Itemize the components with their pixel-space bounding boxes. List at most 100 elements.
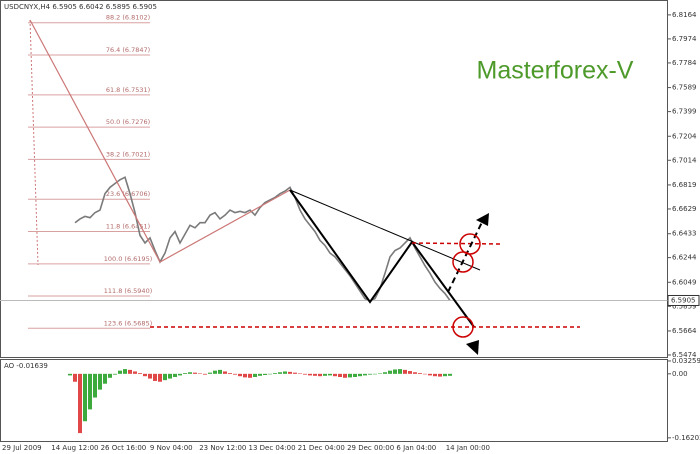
ao-bar bbox=[248, 373, 252, 378]
y-tick-label: 6.7014 bbox=[672, 156, 697, 164]
ao-bar bbox=[153, 373, 157, 381]
ao-bar bbox=[98, 373, 102, 390]
ao-bar bbox=[123, 369, 127, 374]
ao-bar bbox=[268, 373, 272, 375]
ao-bar bbox=[328, 373, 332, 376]
x-tick-label: 6 Jan 04:00 bbox=[396, 444, 436, 452]
ao-panel bbox=[0, 359, 668, 442]
ao-bar bbox=[298, 373, 302, 374]
ao-bar bbox=[443, 373, 447, 377]
ao-bar bbox=[448, 373, 452, 376]
zigzag bbox=[29, 19, 291, 263]
ao-bar bbox=[183, 373, 187, 374]
ao-bar bbox=[143, 373, 147, 377]
ao-bar bbox=[113, 373, 117, 375]
watermark: Masterforex-V bbox=[477, 57, 634, 85]
y-tick-label: 6.5859 bbox=[672, 302, 697, 310]
ao-bar bbox=[218, 369, 222, 374]
y-tick-label: 6.6433 bbox=[672, 230, 697, 238]
y-tick-label: 6.5474 bbox=[672, 351, 697, 359]
fib-label: 11.8 (6.6451) bbox=[106, 222, 150, 230]
fib-label: 100.0 (6.6195) bbox=[104, 255, 153, 263]
ao-bar bbox=[133, 371, 137, 374]
plot-layer: 6.8164 6.7974 6.7784 6.7589 6.7399 6.7204 6.70… bbox=[0, 11, 700, 452]
ao-bar bbox=[223, 371, 227, 374]
marker-circle bbox=[452, 251, 474, 273]
chart-title: USDCNYX,H4 6.5905 6.6042 6.5895 6.5905 bbox=[4, 3, 157, 11]
ao-bar bbox=[243, 373, 247, 378]
ao-bar bbox=[68, 373, 72, 376]
ao-bar bbox=[83, 373, 87, 422]
ao-bar bbox=[308, 373, 312, 376]
y-tick-label: 6.7204 bbox=[672, 132, 697, 140]
y-tick-label: 0.00 bbox=[672, 370, 688, 378]
ao-bar bbox=[163, 373, 167, 381]
ao-bar bbox=[238, 373, 242, 377]
fib-label: 50.0 (6.7276) bbox=[106, 118, 150, 126]
ao-bar bbox=[318, 373, 322, 377]
x-tick-label: 26 Oct 16:00 bbox=[101, 444, 147, 452]
y-tick-label: 6.6049 bbox=[672, 278, 697, 286]
indicator-title: AO -0.01639 bbox=[4, 362, 48, 370]
ao-bar bbox=[258, 373, 262, 376]
channel-line bbox=[289, 189, 481, 271]
ao-bar bbox=[368, 373, 372, 375]
ao-bar bbox=[403, 369, 407, 374]
ao-bar bbox=[338, 373, 342, 377]
y-tick-label: 6.7784 bbox=[672, 59, 697, 67]
ao-bar bbox=[193, 372, 197, 374]
last-price-box bbox=[667, 294, 700, 306]
ao-bar bbox=[178, 373, 182, 376]
ao-bar bbox=[408, 371, 412, 374]
x-tick-label: 9 Nov 04:00 bbox=[150, 444, 193, 452]
fib-label: 88.2 (6.8102) bbox=[106, 14, 150, 22]
x-tick-label: 29 Jul 2009 bbox=[2, 444, 42, 452]
y-tick-label: 0.03259 bbox=[672, 357, 700, 365]
ao-bar bbox=[213, 370, 217, 374]
ao-bar bbox=[228, 373, 232, 374]
ao-bar bbox=[138, 373, 142, 374]
ao-bar bbox=[263, 373, 267, 376]
ao-bar bbox=[253, 373, 257, 377]
ao-bar bbox=[278, 372, 282, 374]
ao-bar bbox=[208, 372, 212, 374]
fib-label: 38.2 (6.7021) bbox=[106, 150, 150, 158]
ao-bar bbox=[333, 373, 337, 377]
ao-bar bbox=[93, 373, 97, 398]
y-tick-label: 6.6629 bbox=[672, 205, 697, 213]
arrow-head bbox=[466, 340, 479, 355]
ao-bar bbox=[393, 369, 397, 374]
ao-bar bbox=[283, 371, 287, 374]
y-tick-label: 6.6819 bbox=[672, 181, 697, 189]
y-tick-label: 6.8164 bbox=[672, 11, 697, 19]
arrow-up bbox=[447, 217, 485, 293]
ao-bar bbox=[198, 373, 202, 374]
y-tick-label: 6.5664 bbox=[672, 327, 697, 335]
ao-bar bbox=[103, 373, 107, 384]
ao-bar bbox=[388, 370, 392, 374]
ao-bar bbox=[378, 373, 382, 374]
fib-label: 123.6 (6.5685) bbox=[104, 319, 153, 327]
target-line bbox=[411, 242, 501, 245]
ao-bar bbox=[88, 373, 92, 410]
trend-guide bbox=[29, 19, 39, 266]
ao-bar bbox=[168, 373, 172, 379]
ao-bar bbox=[383, 372, 387, 374]
ao-bar bbox=[203, 373, 207, 375]
ao-bar bbox=[343, 373, 347, 378]
wave-lines bbox=[289, 189, 475, 328]
ao-bar bbox=[353, 373, 357, 377]
ao-bar bbox=[398, 369, 402, 374]
x-tick-label: 14 Aug 12:00 bbox=[51, 444, 98, 452]
ao-bar bbox=[313, 373, 317, 376]
y-tick-label: 6.7974 bbox=[672, 35, 697, 43]
x-tick-label: 13 Dec 04:00 bbox=[249, 444, 296, 452]
ao-bar bbox=[373, 373, 377, 375]
ao-bar bbox=[418, 373, 422, 374]
ao-bar bbox=[233, 373, 237, 375]
ao-bar bbox=[128, 369, 132, 374]
main-panel bbox=[0, 0, 668, 358]
ao-bar bbox=[188, 372, 192, 374]
